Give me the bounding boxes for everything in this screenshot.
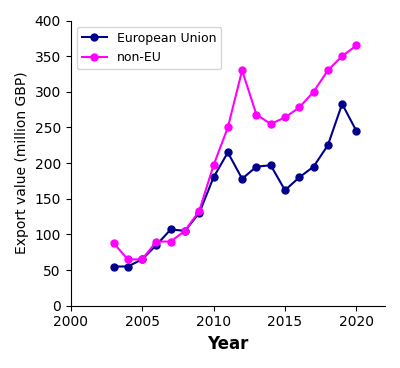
European Union xyxy=(140,257,144,262)
European Union xyxy=(182,229,187,233)
European Union xyxy=(254,164,259,169)
non-EU xyxy=(311,89,316,94)
European Union xyxy=(311,164,316,169)
Line: non-EU: non-EU xyxy=(110,42,360,263)
European Union xyxy=(126,264,130,269)
non-EU xyxy=(111,241,116,245)
European Union xyxy=(282,188,287,192)
European Union xyxy=(197,211,202,215)
non-EU xyxy=(226,125,230,130)
non-EU xyxy=(154,239,159,244)
European Union xyxy=(154,243,159,247)
non-EU xyxy=(326,68,330,72)
non-EU xyxy=(354,43,359,48)
non-EU xyxy=(197,209,202,213)
European Union xyxy=(326,143,330,148)
non-EU xyxy=(297,105,302,110)
non-EU xyxy=(240,68,244,72)
European Union xyxy=(168,227,173,231)
non-EU xyxy=(254,112,259,117)
European Union xyxy=(268,163,273,167)
European Union xyxy=(226,150,230,155)
non-EU xyxy=(340,54,344,59)
European Union xyxy=(297,175,302,180)
non-EU xyxy=(282,115,287,120)
non-EU xyxy=(140,257,144,262)
European Union xyxy=(211,175,216,180)
Line: European Union: European Union xyxy=(110,100,360,270)
non-EU xyxy=(168,239,173,244)
non-EU xyxy=(211,163,216,167)
non-EU xyxy=(268,122,273,126)
European Union xyxy=(111,264,116,269)
X-axis label: Year: Year xyxy=(207,335,248,353)
European Union xyxy=(354,129,359,133)
non-EU xyxy=(182,229,187,233)
European Union xyxy=(340,102,344,106)
European Union xyxy=(240,177,244,181)
Y-axis label: Export value (million GBP): Export value (million GBP) xyxy=(15,72,29,254)
Legend: European Union, non-EU: European Union, non-EU xyxy=(77,27,222,69)
non-EU xyxy=(126,257,130,262)
